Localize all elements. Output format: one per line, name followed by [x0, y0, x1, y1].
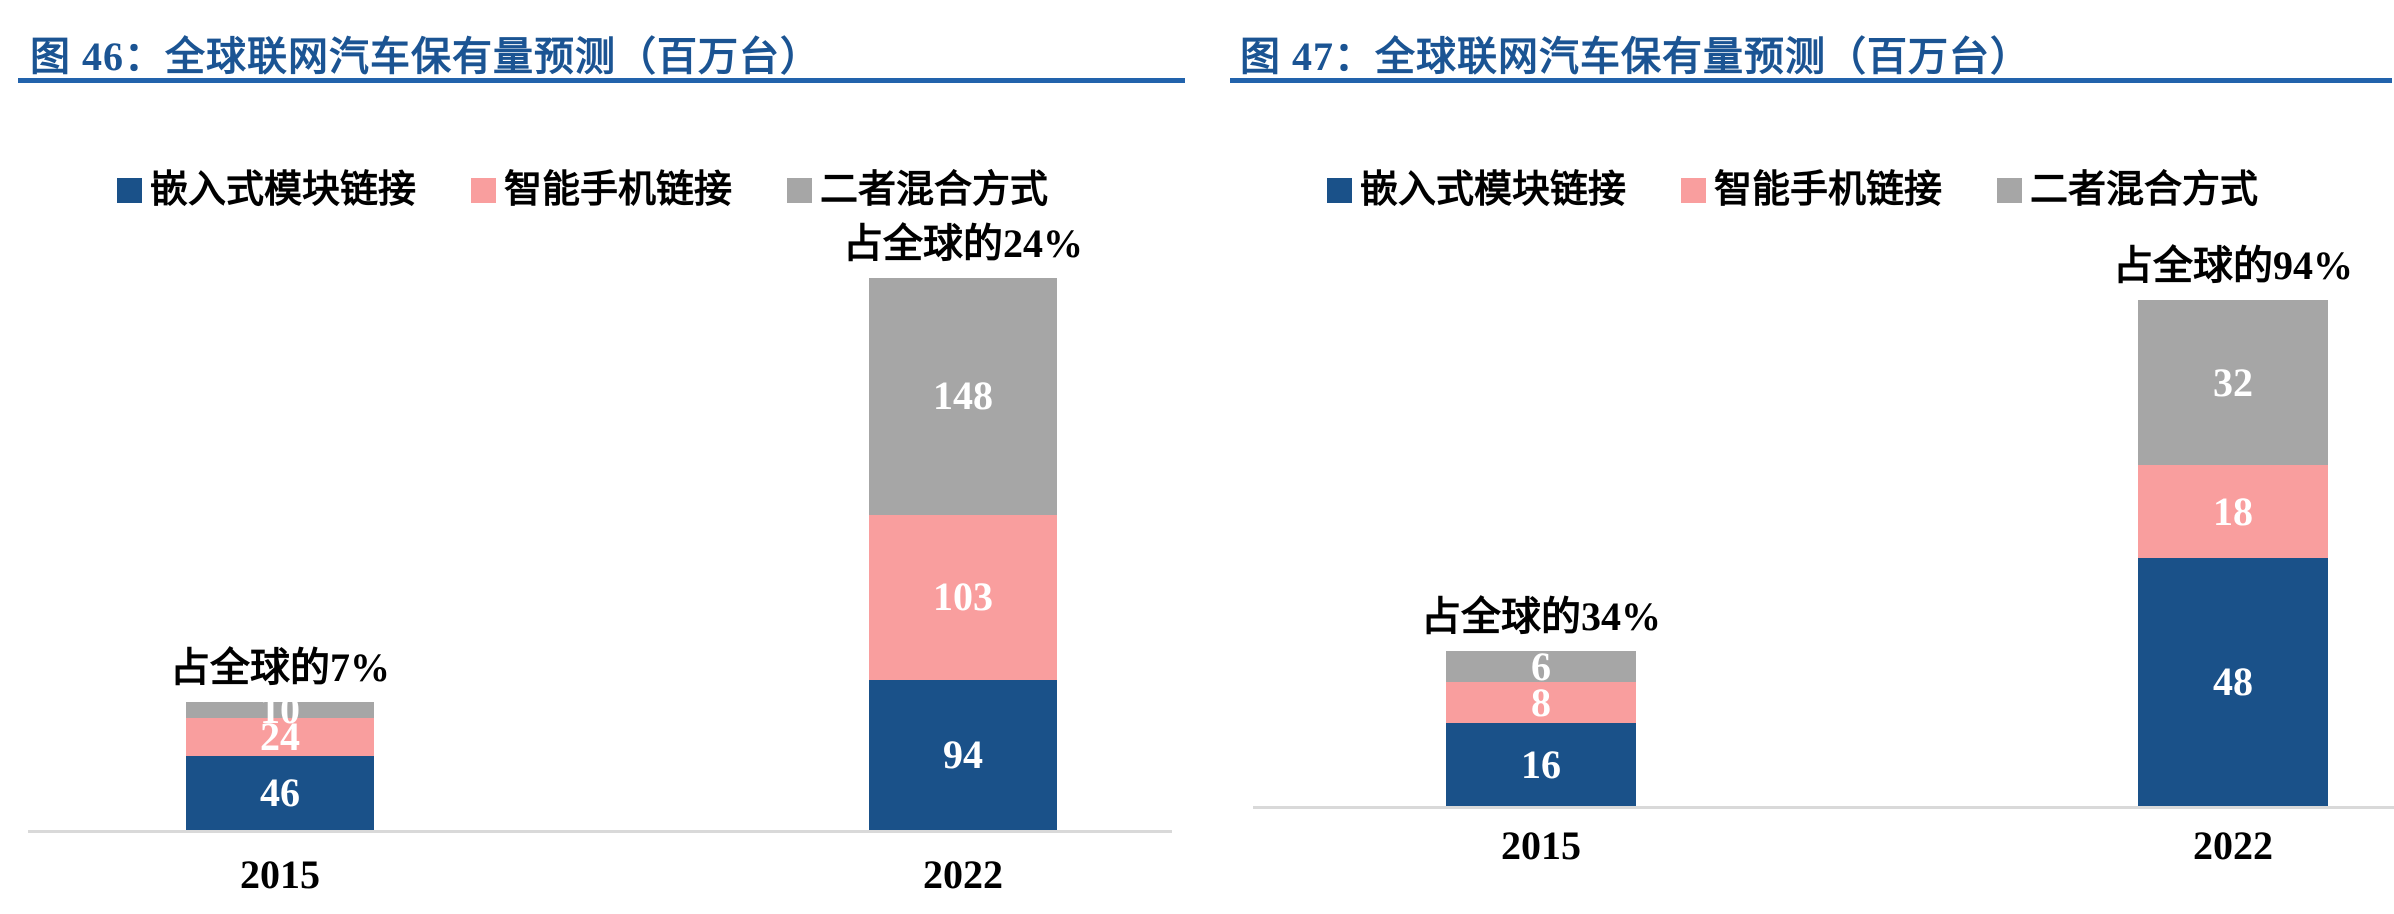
legend-swatch-icon: [1997, 177, 2023, 203]
share-annotation: 占全球的7%: [170, 645, 390, 690]
bar-segment: 24: [186, 714, 374, 760]
bar-value-label: 46: [260, 770, 300, 816]
figure-title: 图 47：全球联网汽车保有量预测（百万台）: [1240, 34, 2031, 79]
chart-panel-left: 图 46：全球联网汽车保有量预测（百万台） 嵌入式模块链接 智能手机链接 二者混合方…: [18, 34, 1185, 897]
figure-title: 图 46：全球联网汽车保有量预测（百万台）: [30, 34, 821, 79]
share-annotation: 占全球的24%: [843, 221, 1083, 266]
legend-label: 嵌入式模块链接: [150, 169, 417, 211]
bar-value-label: 24: [260, 714, 300, 760]
bar-segment: 18: [2138, 465, 2328, 559]
bar-value-label: 32: [2213, 359, 2253, 405]
bar-segment: 46: [186, 756, 374, 830]
legend-label: 二者混合方式: [820, 169, 1049, 211]
legend-swatch-icon: [471, 177, 497, 203]
bar-value-label: 94: [943, 731, 983, 777]
bar-segment: 32: [2138, 300, 2328, 466]
x-axis-line: [28, 830, 1172, 833]
legend-item: 嵌入式模块链接: [1327, 171, 1626, 209]
legend-item: 二者混合方式: [1997, 171, 2258, 209]
bar-segment: 6: [1446, 646, 1636, 686]
x-axis-label: 2022: [2193, 823, 2273, 868]
title-underline: [1230, 78, 2392, 83]
share-annotation: 占全球的34%: [1421, 594, 1661, 640]
plot-area: 16 8 6 占全球的34% 2015 48 18 32 占全球的94% 2022: [1197, 0, 2394, 914]
bar-value-label: 18: [2213, 488, 2253, 534]
plot-area: 46 24 10 占全球的7% 2015 94 103 148 占全球的24% 2022: [28, 222, 1172, 897]
bar-segment: 103: [869, 514, 1057, 680]
bar-value-label: 16: [1521, 741, 1561, 787]
chart-panel-right: 图 47：全球联网汽车保有量预测（百万台） 嵌入式模块链接 智能手机链接 二者混合方…: [1197, 0, 2394, 914]
x-axis-label: 2015: [1501, 823, 1581, 868]
share-annotation: 占全球的94%: [2113, 243, 2353, 289]
legend-swatch-icon: [1327, 177, 1352, 203]
bar-value-label: 148: [933, 373, 993, 419]
bar-value-label: 6: [1531, 643, 1551, 689]
legend-label: 嵌入式模块链接: [1360, 169, 1627, 211]
legend-item: 二者混合方式: [787, 171, 1048, 209]
bar-segment: 10: [186, 690, 374, 730]
bar-value-label: 10: [260, 687, 300, 732]
bar-segment: 94: [869, 679, 1057, 830]
legend-swatch-icon: [787, 177, 813, 203]
legend-label: 二者混合方式: [2030, 169, 2259, 211]
bar-value-label: 48: [2213, 659, 2253, 705]
x-axis-line: [1253, 806, 2394, 809]
legend: 嵌入式模块链接 智能手机链接 二者混合方式: [1327, 166, 2258, 214]
bar-segment: 148: [869, 278, 1057, 515]
legend-label: 智能手机链接: [1714, 169, 1943, 211]
legend-item: 嵌入式模块链接: [117, 171, 416, 209]
bar-segment: 8: [1446, 679, 1636, 725]
legend-item: 智能手机链接: [1681, 171, 1942, 209]
bar-segment: 16: [1446, 723, 1636, 806]
legend-swatch-icon: [117, 177, 142, 203]
bar-value-label: 103: [933, 574, 993, 620]
legend-label: 智能手机链接: [504, 169, 733, 211]
bar-value-label: 8: [1531, 679, 1551, 725]
x-axis-label: 2022: [923, 852, 1003, 897]
bar-segment: 48: [2138, 558, 2328, 806]
legend-swatch-icon: [1681, 177, 1707, 203]
title-underline: [18, 78, 1185, 83]
legend-item: 智能手机链接: [471, 171, 732, 209]
legend: 嵌入式模块链接 智能手机链接 二者混合方式: [117, 166, 1048, 214]
x-axis-label: 2015: [240, 852, 320, 897]
